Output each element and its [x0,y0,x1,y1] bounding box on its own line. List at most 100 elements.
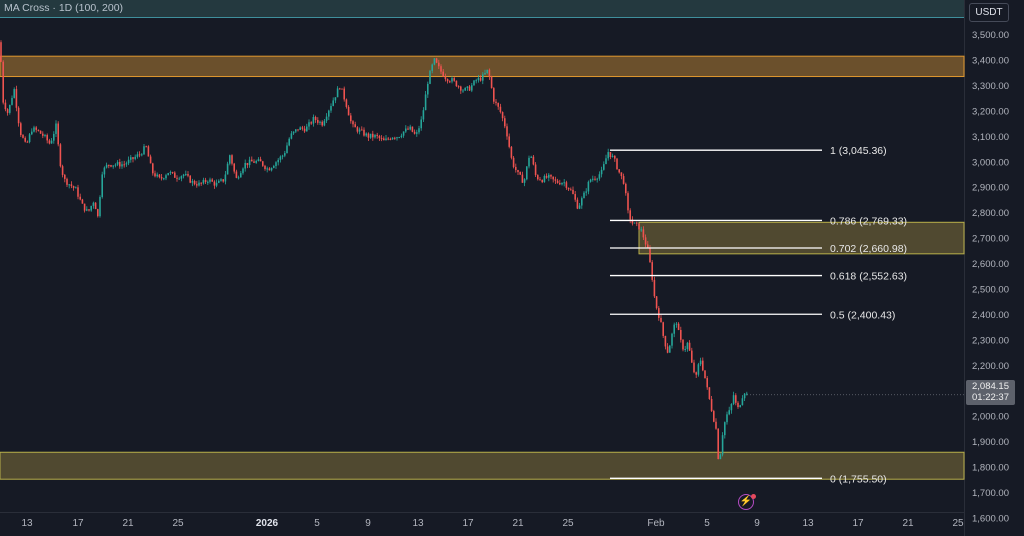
candle-body [57,123,59,145]
candle-body [339,88,341,90]
candle-body [699,360,702,365]
candle-body [42,133,44,136]
x-tick-label: 9 [365,518,371,529]
candle-body [396,137,398,139]
candle-body [444,76,447,80]
candle-body [411,126,414,132]
candle-body [741,398,744,406]
candle-body [53,133,55,141]
candle-body [607,152,609,159]
candle-body [215,182,218,186]
candle-body [376,134,378,136]
candle-body [244,162,246,169]
zone-1 [638,221,965,255]
candle-body [691,350,693,363]
candle-body [559,182,561,185]
candle-body [523,179,526,183]
candle-body [75,187,77,189]
x-tick-label: 9 [754,518,760,529]
candle-body [270,167,273,171]
candle-body [680,329,682,340]
candle-body [710,398,713,412]
candle-body [378,135,381,139]
candle-body [367,133,370,138]
candle-body [66,178,68,185]
candle-body [0,42,2,62]
candle-body [374,134,376,138]
candle-body [134,156,136,159]
candle-body [647,244,649,248]
candle-body [176,177,178,179]
candle-body [290,133,293,139]
candle-body [119,162,121,167]
candle-body [466,86,469,88]
y-tick-label: 3,400.00 [972,56,1009,67]
candle-body [528,157,530,167]
x-tick-label: 13 [21,518,33,529]
candle-body [512,157,515,167]
candle-body [611,155,614,158]
candle-body [321,121,323,126]
candle-body [427,83,429,95]
candle-body [332,100,334,106]
candle-body [424,94,427,111]
candle-body [407,128,409,130]
candle-body [35,127,37,130]
candle-body [20,123,22,135]
candle-body [653,279,656,297]
candle-body [86,209,88,211]
candle-body [213,181,216,186]
candle-body [675,323,678,325]
candle-body [147,146,150,157]
fib-label-0.618: 0.618 (2,552.63) [830,271,907,283]
candle-body [178,178,180,180]
y-tick-label: 2,600.00 [972,259,1009,270]
candle-body [532,156,535,165]
y-tick-label: 3,300.00 [972,81,1009,92]
candle-body [429,70,431,84]
candle-body [251,159,253,162]
candle-body [706,378,708,388]
x-tick-label: 21 [512,518,524,529]
candle-body [358,129,361,132]
candle-body [90,205,92,211]
candle-body [185,174,187,176]
indicator-label[interactable]: MA Cross · 1D (100, 200) [4,2,124,14]
x-tick-label: 2026 [256,518,279,529]
candle-body [477,77,480,81]
candle-body [413,131,416,134]
candle-body [506,126,508,137]
candle-body [704,370,706,379]
candle-body [114,164,117,166]
candle-body [737,402,739,408]
candle-body [31,131,33,135]
plot-area [0,18,964,512]
lightning-icon[interactable]: ⚡ [738,494,754,510]
candle-body [473,80,475,86]
candle-body [541,180,543,183]
candle-body [255,161,257,163]
candle-body [365,133,367,136]
candle-body [235,171,238,178]
zone-0 [0,55,965,78]
x-tick-label: 25 [952,518,964,529]
candle-body [565,182,568,188]
y-tick-label: 2,700.00 [972,234,1009,245]
candle-body [649,247,651,263]
candle-body [50,140,53,144]
candle-body [682,339,684,350]
candle-body [242,168,244,174]
candle-body [132,157,134,159]
candle-body [644,237,647,245]
candle-body [743,393,746,399]
currency-selector[interactable]: USDT [969,3,1009,22]
y-tick-label: 1,900.00 [972,437,1009,448]
candle-body [433,58,436,65]
candle-body [662,322,664,336]
candle-body [640,229,642,231]
x-tick-label: 17 [462,518,474,529]
candle-body [198,182,200,186]
candle-body [739,405,741,408]
candle-body [152,163,154,174]
